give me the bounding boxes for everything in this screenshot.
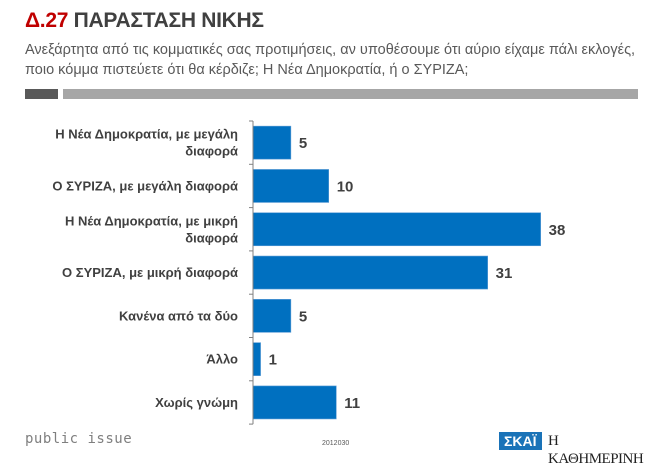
bar (252, 169, 329, 203)
category-label: Η Νέα Δημοκρατία, με μικρή (65, 213, 238, 228)
public-issue-logo: public issue (25, 431, 133, 447)
divider-dark (25, 89, 58, 99)
data-label: 10 (337, 178, 354, 195)
bar (252, 342, 261, 376)
category-label: Χωρίς γνώμη (155, 395, 238, 410)
question-text: Ανεξάρτητα από τις κομματικές σας προτιμ… (25, 42, 636, 78)
data-label: 11 (344, 395, 360, 412)
title-text: ΠΑΡΑΣΤΑΣΗ ΝΙΚΗΣ (73, 9, 264, 32)
category-label: διαφορά (185, 144, 238, 159)
category-label: Άλλο (206, 352, 238, 367)
category-label: Η Νέα Δημοκρατία, με μεγάλη (55, 127, 238, 142)
skai-logo: ΣΚΑΪ (499, 432, 542, 450)
bar (252, 385, 337, 420)
bar (252, 255, 488, 290)
data-label: 38 (549, 222, 566, 239)
data-label: 1 (269, 352, 277, 369)
kathimerini-logo: Η ΚΑΘΗΜΕΡΙΝΗ (548, 433, 644, 467)
bar (252, 212, 541, 247)
bar (252, 299, 292, 333)
data-label: 5 (299, 135, 307, 152)
data-label: 31 (496, 265, 513, 282)
category-label: Κανένα από τα δύο (119, 308, 238, 323)
category-label: Ο ΣΥΡΙΖΑ, με μεγάλη διαφορά (52, 178, 238, 193)
question-number: Δ.27 (25, 9, 69, 32)
chart-title: Δ.27 ΠΑΡΑΣΤΑΣΗ ΝΙΚΗΣ (25, 9, 264, 33)
bar (252, 125, 292, 160)
divider-light (63, 89, 638, 99)
survey-code: 2012030 (322, 440, 350, 447)
category-label: Ο ΣΥΡΙΖΑ, με μικρή διαφορά (62, 265, 238, 280)
data-label: 5 (299, 308, 307, 325)
category-label: διαφορά (185, 230, 238, 245)
